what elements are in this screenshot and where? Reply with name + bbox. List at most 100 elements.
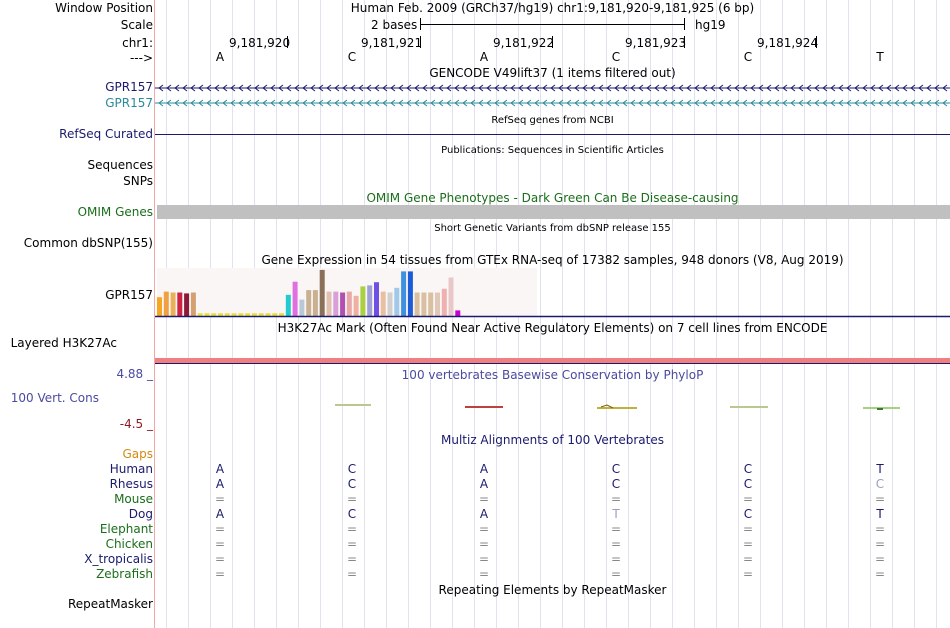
strand-arrow [678, 84, 684, 92]
strand-arrow [566, 99, 572, 107]
label-chr: chr1: [122, 36, 153, 50]
phylop-conservation-marks[interactable] [155, 400, 950, 414]
label-cons[interactable]: 100 Vert. Cons [10, 391, 99, 405]
gtex-tissue-bar[interactable] [238, 313, 244, 316]
h3k27ac-signal-bar[interactable] [155, 358, 950, 363]
gtex-tissue-bar[interactable] [353, 295, 359, 316]
gtex-tissue-bar[interactable] [312, 290, 318, 316]
omim-track-title: OMIM Gene Phenotypes - Dark Green Can Be… [366, 191, 739, 205]
label-snps[interactable]: SNPs [123, 174, 153, 188]
alignment-base: C [743, 462, 753, 476]
label-species-dog[interactable]: Dog [128, 507, 153, 521]
strand-arrow [934, 84, 940, 92]
refseq-gene-line[interactable] [155, 134, 950, 135]
label-gtex-gene[interactable]: GPR157 [105, 288, 153, 302]
label-h3k27ac[interactable]: Layered H3K27Ac [10, 336, 117, 350]
gtex-tissue-bar[interactable] [441, 288, 447, 316]
strand-arrow [158, 84, 164, 92]
gtex-tissue-bar[interactable] [421, 292, 427, 317]
strand-arrow [926, 84, 932, 92]
label-strand[interactable]: ---> [129, 51, 153, 65]
gtex-tissue-bar[interactable] [299, 299, 305, 316]
gtex-tissue-bar[interactable] [428, 292, 434, 317]
gtex-tissue-bar[interactable] [367, 285, 373, 316]
label-species-mouse[interactable]: Mouse [114, 492, 153, 506]
gtex-tissue-bar[interactable] [177, 292, 183, 317]
strand-arrow [710, 99, 716, 107]
label-repeatmasker[interactable]: RepeatMasker [67, 597, 153, 611]
strand-arrow [766, 99, 772, 107]
gtex-tissue-bar[interactable] [245, 313, 251, 316]
label-species-elephant[interactable]: Elephant [99, 522, 153, 536]
gtex-tissue-bar[interactable] [394, 287, 400, 316]
strand-arrow [798, 99, 804, 107]
label-omim[interactable]: OMIM Genes [77, 205, 153, 219]
grid-line [694, 0, 695, 628]
gtex-tissue-bar[interactable] [448, 277, 454, 317]
grid-line [650, 0, 651, 628]
strand-arrow [870, 99, 876, 107]
gencode-track-title: GENCODE V49lift37 (1 items filtered out) [429, 66, 676, 80]
gtex-tissue-bar[interactable] [184, 293, 190, 316]
strand-arrow [638, 99, 644, 107]
alignment-base: = [610, 552, 622, 566]
ruler-pos-2: 9,181,921 [361, 36, 423, 50]
gtex-tissue-bar[interactable] [204, 313, 210, 316]
strand-arrow [390, 84, 396, 92]
strand-arrow [726, 84, 732, 92]
label-refseq[interactable]: RefSeq Curated [59, 127, 153, 141]
gtex-tissue-bar[interactable] [279, 313, 284, 316]
gtex-tissue-bar[interactable] [218, 313, 223, 316]
gencode-gene-arrows[interactable] [155, 81, 950, 111]
gtex-tissue-bar[interactable] [190, 292, 196, 317]
gtex-tissue-bar[interactable] [251, 313, 257, 316]
gtex-tissue-bar[interactable] [319, 269, 325, 316]
label-species-rhesus[interactable]: Rhesus [109, 477, 153, 491]
gtex-tissue-bar[interactable] [346, 291, 352, 316]
gtex-tissue-bar[interactable] [224, 313, 230, 316]
gtex-tissue-bar[interactable] [265, 313, 271, 316]
label-species-human[interactable]: Human [109, 462, 153, 476]
label-sequences[interactable]: Sequences [87, 158, 153, 172]
strand-arrow [590, 99, 596, 107]
strand-arrow [470, 99, 476, 107]
gtex-tissue-bar[interactable] [197, 313, 203, 316]
strand-arrow [342, 84, 348, 92]
strand-arrow [422, 99, 428, 107]
gtex-tissue-bar[interactable] [170, 292, 176, 317]
gtex-tissue-bar[interactable] [401, 271, 407, 316]
gtex-tissue-bar[interactable] [285, 294, 291, 316]
label-species-chicken[interactable]: Chicken [105, 537, 153, 551]
gtex-tissue-bar[interactable] [340, 292, 346, 317]
gtex-bar-chart[interactable] [155, 268, 950, 318]
label-dbsnp[interactable]: Common dbSNP(155) [23, 236, 153, 250]
gtex-tissue-bar[interactable] [211, 313, 217, 316]
gtex-tissue-bar[interactable] [435, 292, 440, 317]
gtex-tissue-bar[interactable] [407, 271, 413, 316]
strand-arrow [318, 99, 324, 107]
gtex-tissue-bar[interactable] [333, 291, 339, 316]
gtex-tissue-bar[interactable] [374, 282, 379, 316]
gtex-tissue-bar[interactable] [163, 291, 169, 316]
label-gpr157-gencode[interactable]: GPR157 [105, 80, 153, 94]
gtex-tissue-bar[interactable] [272, 313, 278, 316]
gtex-tissue-bar[interactable] [306, 290, 312, 316]
strand-arrow [806, 84, 812, 92]
omim-gene-bar[interactable] [157, 205, 950, 219]
gtex-tissue-bar[interactable] [455, 310, 461, 316]
gtex-tissue-bar[interactable] [292, 281, 298, 316]
alignment-base: = [478, 522, 490, 536]
gtex-tissue-bar[interactable] [360, 286, 366, 316]
label-species-zebrafish[interactable]: Zebrafish [96, 567, 153, 581]
gtex-tissue-bar[interactable] [258, 313, 264, 316]
label-species-xtropicalis[interactable]: X_tropicalis [84, 552, 153, 566]
gtex-tissue-bar[interactable] [380, 291, 386, 316]
gtex-tissue-bar[interactable] [326, 291, 332, 316]
gtex-tissue-bar[interactable] [231, 313, 237, 316]
gtex-tissue-bar[interactable] [414, 292, 420, 317]
gtex-tissue-bar[interactable] [157, 297, 162, 316]
grid-line [606, 0, 607, 628]
label-gpr157-gencode-alt[interactable]: GPR157 [105, 96, 153, 110]
label-gaps[interactable]: Gaps [122, 447, 153, 461]
gtex-tissue-bar[interactable] [387, 292, 393, 317]
